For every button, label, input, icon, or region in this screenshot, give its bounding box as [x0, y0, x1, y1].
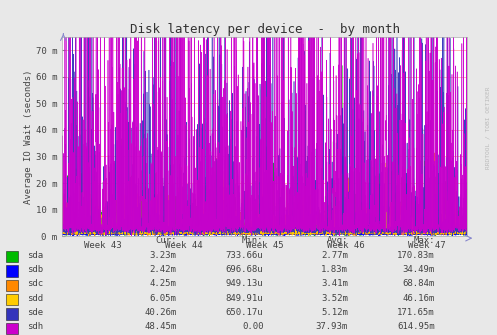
Bar	[6, 280, 18, 291]
Text: 48.45m: 48.45m	[144, 322, 176, 331]
Text: Min:: Min:	[242, 237, 263, 245]
Text: 3.23m: 3.23m	[150, 251, 176, 260]
Text: Cur:: Cur:	[155, 237, 176, 245]
Y-axis label: Average IO Wait (seconds): Average IO Wait (seconds)	[24, 69, 33, 204]
Text: sde: sde	[27, 308, 43, 317]
Text: 2.42m: 2.42m	[150, 265, 176, 274]
Text: sda: sda	[27, 251, 43, 260]
Bar	[6, 251, 18, 262]
Text: 5.12m: 5.12m	[321, 308, 348, 317]
Text: 40.26m: 40.26m	[144, 308, 176, 317]
Bar	[6, 294, 18, 306]
Text: 849.91u: 849.91u	[226, 294, 263, 303]
Bar	[6, 265, 18, 277]
Text: 68.84m: 68.84m	[403, 279, 435, 288]
Text: 696.68u: 696.68u	[226, 265, 263, 274]
Text: sdc: sdc	[27, 279, 43, 288]
Text: Avg:: Avg:	[327, 237, 348, 245]
Text: sdd: sdd	[27, 294, 43, 303]
Text: 733.66u: 733.66u	[226, 251, 263, 260]
Text: 4.25m: 4.25m	[150, 279, 176, 288]
Text: 1.83m: 1.83m	[321, 265, 348, 274]
Text: 0.00: 0.00	[242, 322, 263, 331]
Text: 949.13u: 949.13u	[226, 279, 263, 288]
Text: RRDTOOL / TOBI OETIKER: RRDTOOL / TOBI OETIKER	[486, 86, 491, 169]
Bar	[6, 308, 18, 320]
Text: 37.93m: 37.93m	[316, 322, 348, 331]
Text: 34.49m: 34.49m	[403, 265, 435, 274]
Text: sdb: sdb	[27, 265, 43, 274]
Text: Max:: Max:	[414, 237, 435, 245]
Text: 170.83m: 170.83m	[397, 251, 435, 260]
Text: 3.41m: 3.41m	[321, 279, 348, 288]
Text: 614.95m: 614.95m	[397, 322, 435, 331]
Text: sdh: sdh	[27, 322, 43, 331]
Text: 2.77m: 2.77m	[321, 251, 348, 260]
Text: 46.16m: 46.16m	[403, 294, 435, 303]
Text: 171.65m: 171.65m	[397, 308, 435, 317]
Bar	[6, 323, 18, 334]
Text: 650.17u: 650.17u	[226, 308, 263, 317]
Text: 6.05m: 6.05m	[150, 294, 176, 303]
Title: Disk latency per device  -  by month: Disk latency per device - by month	[130, 23, 400, 36]
Text: 3.52m: 3.52m	[321, 294, 348, 303]
